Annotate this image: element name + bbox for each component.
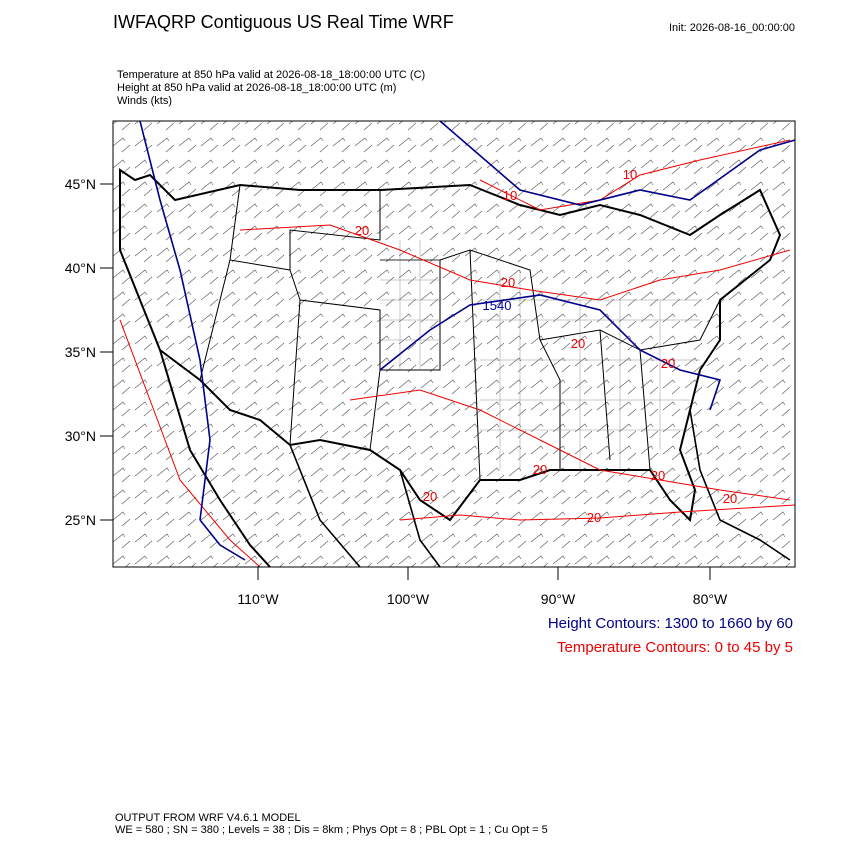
lat-label: 35°N	[65, 344, 96, 360]
contour-label: 20	[355, 223, 369, 238]
contour-label: 10	[503, 188, 517, 203]
temperature-legend: Temperature Contours: 0 to 45 by 5	[557, 639, 793, 656]
lon-axis: 110°W 100°W 90°W 80°W	[237, 567, 728, 607]
contour-label: 20	[723, 491, 737, 506]
caribbean	[689, 409, 791, 561]
init-time: Init: 2026-08-16_00:00:00	[669, 22, 795, 34]
contour-label: 20	[423, 489, 437, 504]
contour-label: 10	[623, 167, 637, 182]
temperature-contours	[119, 139, 795, 567]
contour-label: 20	[571, 336, 585, 351]
mexico-coast	[289, 444, 441, 567]
lon-label: 90°W	[541, 591, 576, 607]
field-label: Temperature at 850 hPa valid at 2026-08-…	[117, 69, 425, 81]
lat-label: 40°N	[65, 260, 96, 276]
lon-label: 100°W	[387, 591, 430, 607]
title: IWFAQRP Contiguous US Real Time WRF	[113, 12, 454, 32]
wind-barbs	[113, 121, 795, 567]
county-lines	[380, 240, 700, 470]
us-outline	[119, 168, 782, 523]
lat-label: 25°N	[65, 512, 96, 528]
height-legend: Height Contours: 1300 to 1660 by 60	[548, 615, 793, 632]
map-frame	[112, 120, 796, 568]
lon-label: 110°W	[237, 591, 279, 607]
lat-label: 45°N	[65, 176, 96, 192]
lat-label: 30°N	[65, 428, 96, 444]
contour-label: 20	[651, 468, 665, 483]
contour-label: 20	[501, 275, 515, 290]
contour-label: 1540	[483, 298, 512, 313]
footer-line: WE = 580 ; SN = 380 ; Levels = 38 ; Dis …	[115, 824, 548, 836]
height-contours	[139, 121, 795, 561]
lat-axis: 45°N 40°N 35°N 30°N 25°N	[65, 176, 113, 528]
field-label: Height at 850 hPa valid at 2026-08-18_18…	[117, 82, 396, 94]
map-area: 10 10 20 20 1540 20 20 20 20 20 20 20	[113, 121, 795, 567]
field-label: Winds (kts)	[117, 95, 172, 107]
contour-label: 20	[661, 356, 675, 371]
baja-coast	[159, 349, 271, 567]
contour-label: 20	[533, 462, 547, 477]
footer-line: OUTPUT FROM WRF V4.6.1 MODEL	[115, 812, 301, 824]
contour-label: 20	[587, 510, 601, 525]
lon-label: 80°W	[693, 591, 728, 607]
